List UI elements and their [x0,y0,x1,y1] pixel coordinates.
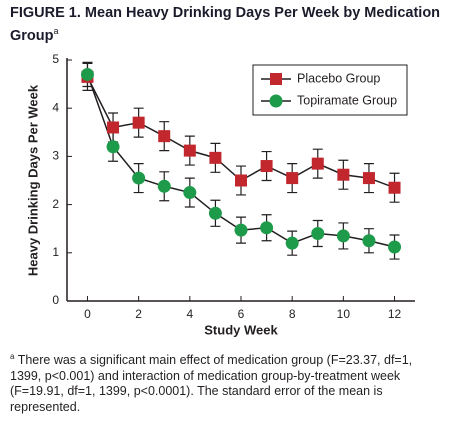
data-point [337,168,350,181]
data-point [388,240,402,254]
data-point [183,186,197,200]
data-point [311,157,324,170]
legend-label: Placebo Group [297,71,380,85]
title-note: a [53,26,59,36]
y-tick-label: 5 [52,52,59,66]
data-point [286,172,299,185]
data-point [260,160,273,173]
x-tick-label: 6 [238,307,245,321]
data-point [106,140,120,154]
legend-marker [269,94,283,108]
legend-label: Topiramate Group [297,93,397,107]
x-axis-label: Study Week [204,322,278,337]
data-point [132,171,146,185]
data-point [362,234,376,248]
title-text: FIGURE 1. Mean Heavy Drinking Days Per W… [10,5,441,44]
y-tick-label: 4 [52,100,59,114]
data-point [234,223,248,237]
data-point [107,121,120,134]
data-point [260,221,274,235]
data-point [235,174,247,187]
footnote: a There was a significant main effect of… [10,349,442,415]
data-point [132,116,145,129]
x-tick-label: 0 [84,307,91,321]
y-tick-label: 3 [52,149,59,163]
x-tick-label: 2 [135,307,142,321]
data-point [157,179,171,193]
x-tick-label: 10 [337,307,351,321]
y-tick-label: 2 [52,197,59,211]
data-point [80,67,94,81]
y-axis-label: Heavy Drinking Days Per Week [25,84,40,276]
x-tick-label: 4 [186,307,193,321]
data-point [183,144,196,157]
chart-title: FIGURE 1. Mean Heavy Drinking Days Per W… [10,4,442,45]
x-tick-label: 8 [289,307,296,321]
data-point [362,172,375,185]
data-point [158,130,171,143]
y-tick-label: 0 [52,293,59,307]
data-point [336,229,350,243]
footnote-text: There was a significant main effect of m… [10,353,413,414]
footnote-marker: a [10,352,15,361]
y-tick-label: 1 [52,245,59,259]
data-point [311,227,325,241]
data-point [388,181,401,194]
data-point [208,206,222,220]
data-point [285,236,299,250]
data-point [209,151,222,164]
x-tick-label: 12 [388,307,402,321]
legend-marker [270,73,282,85]
